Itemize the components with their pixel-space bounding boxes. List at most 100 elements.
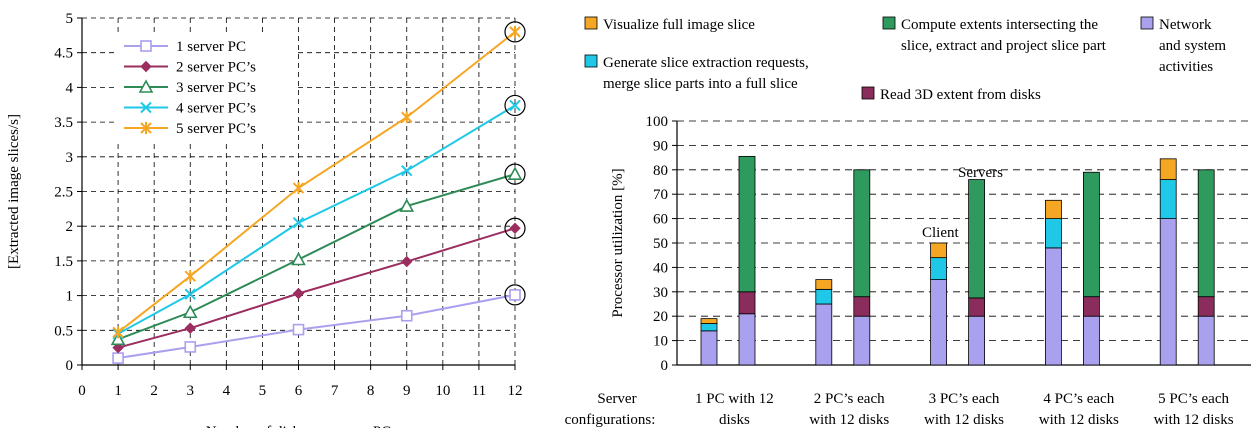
bar-segment-visualize: [930, 242, 948, 259]
y-tick-label: 100: [646, 114, 669, 130]
bar-client: [1044, 199, 1062, 366]
bar-client: [815, 279, 833, 366]
series-5: [112, 21, 526, 339]
bar-segment-network: [815, 303, 833, 366]
category-label: 4 PC’s each: [1043, 391, 1114, 407]
data-point: [400, 309, 413, 322]
bar-server: [1083, 171, 1100, 366]
bar-segment-network: [1083, 315, 1100, 366]
bar-segment-generate: [1159, 179, 1177, 219]
series-line: [117, 173, 516, 341]
legend-swatch: [861, 86, 875, 100]
y-tick-label: 5: [66, 11, 74, 27]
bar-segment-read: [738, 291, 756, 315]
legend-label: Generate slice extraction requests,: [603, 55, 809, 71]
legend-label: 3 server PC’s: [176, 80, 256, 96]
bar-server: [968, 179, 986, 366]
data-point: [292, 217, 305, 229]
x-tick-label: 10: [435, 383, 450, 399]
y-tick-label: 70: [653, 187, 668, 203]
y-tick-label: 20: [653, 309, 668, 325]
legend: 1 server PC 2 server PC’s 3 server PC’s 4 s…: [116, 32, 294, 140]
bar-segment-network: [853, 315, 871, 366]
y-axis-label: [Extracted image slices/s]: [6, 114, 22, 269]
data-point: [140, 40, 152, 52]
data-point: [140, 101, 152, 114]
category-label: 1 PC with 12: [695, 391, 774, 407]
y-tick-label: 0.5: [54, 323, 73, 339]
bar-segment-generate: [815, 288, 833, 305]
y-tick-label: 1.5: [54, 254, 73, 270]
stacked-bar-chart: Visualize full image slice Generate slice…: [565, 16, 1251, 428]
legend-swatch: [584, 16, 598, 30]
category-label: with 12 disks: [809, 412, 889, 428]
bar-segment-read: [968, 297, 986, 317]
legend-label: and system: [1159, 38, 1226, 54]
x-tick-label: 5: [259, 383, 267, 399]
highlight-circle: [504, 94, 526, 117]
x-tick-label: 0: [78, 383, 86, 399]
y-tick-label: 30: [653, 285, 668, 301]
data-point: [184, 288, 196, 300]
y-tick-label: 50: [653, 236, 668, 252]
data-point: [184, 322, 196, 334]
legend-label: 2 server PC’s: [176, 60, 256, 76]
x-tick-label: 1: [114, 383, 122, 399]
legend-label: activities: [1159, 59, 1213, 75]
bar-segment-network: [1197, 315, 1215, 366]
series-1: [112, 284, 526, 364]
bar-segment-read: [1197, 296, 1215, 317]
bar-segment-visualize: [1044, 199, 1062, 220]
legend-swatch: [1140, 16, 1154, 30]
bar-server: [853, 169, 871, 366]
bar-segment-compute: [738, 155, 756, 293]
series-line: [117, 227, 516, 349]
x-tick-label: 2: [150, 383, 158, 399]
bar-segment-compute: [1197, 169, 1215, 298]
y-tick-label: 60: [653, 212, 668, 228]
data-point: [184, 341, 197, 353]
highlight-circle: [504, 163, 526, 185]
bar-client: [700, 318, 718, 366]
bar-segment-compute: [853, 169, 871, 298]
bar-segment-network: [1044, 247, 1062, 366]
data-point: [509, 25, 521, 38]
x-tick-label: 3: [187, 383, 195, 399]
bar-segment-compute: [1083, 171, 1100, 298]
data-point: [399, 198, 415, 212]
data-point: [140, 60, 152, 73]
x-tick-label: 9: [403, 383, 411, 399]
y-tick-label: 3.5: [54, 115, 73, 131]
data-point: [509, 222, 521, 234]
annotation-servers: Servers: [958, 165, 1003, 181]
annotation-client: Client: [922, 225, 959, 241]
category-label: disks: [719, 412, 750, 428]
y-tick-label: 2.5: [54, 185, 73, 201]
y-tick-label: 2: [66, 219, 74, 235]
series-2: [112, 217, 526, 354]
bar-segment-read: [1083, 296, 1100, 317]
legend-swatch: [882, 16, 896, 30]
y-tick-label: 4: [66, 80, 74, 96]
bar-segment-network: [1159, 218, 1177, 366]
data-point: [112, 326, 124, 339]
legend-label: 1 server PC: [176, 39, 246, 55]
x-tick-label: 4: [223, 383, 231, 399]
data-point: [292, 323, 305, 336]
bar-segment-visualize: [1159, 158, 1177, 180]
category-label: 5 PC’s each: [1158, 391, 1229, 407]
data-point: [401, 164, 413, 177]
x-tick-label: 7: [331, 383, 339, 399]
category-axis-title: Server: [597, 391, 636, 407]
y-tick-label: 3: [66, 150, 74, 166]
y-tick-label: 80: [653, 163, 668, 179]
legend-label: Visualize full image slice: [603, 17, 755, 33]
bar-server: [1197, 169, 1215, 366]
bar-server: [738, 155, 756, 366]
x-tick-label: 11: [472, 383, 486, 399]
bar-segment-visualize: [700, 318, 718, 324]
data-point: [110, 331, 126, 346]
series-3: [110, 163, 526, 346]
x-tick-label: 6: [295, 383, 303, 399]
